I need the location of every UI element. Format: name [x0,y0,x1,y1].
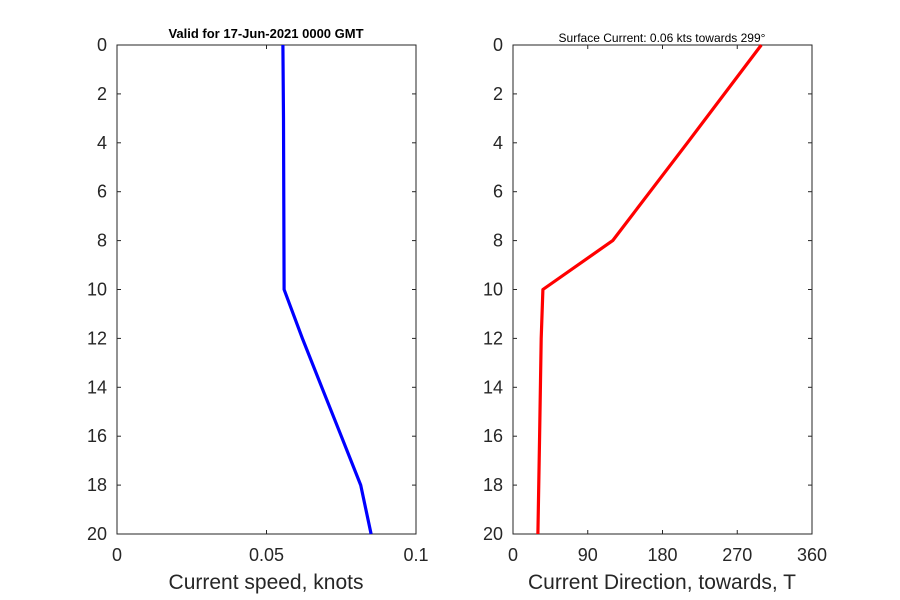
speed-y-tick-label: 14 [87,377,107,397]
direction-y-tick-label: 6 [493,182,503,202]
speed-y-tick-label: 18 [87,475,107,495]
direction-y-tick-label: 0 [493,35,503,55]
direction-x-tick-label: 180 [647,545,677,565]
direction-y-tick-label: 8 [493,231,503,251]
direction-x-tick-label: 90 [578,545,598,565]
direction-y-tick-label: 18 [483,475,503,495]
direction-y-tick-label: 14 [483,377,503,397]
speed-y-tick-label: 10 [87,280,107,300]
speed-plot-frame [116,44,417,535]
direction-y-tick-label: 2 [493,84,503,104]
direction-y-tick-label: 10 [483,280,503,300]
speed-chart-title: Valid for 17-Jun-2021 0000 GMT [168,26,363,41]
speed-y-tick-label: 4 [97,133,107,153]
speed-series-line [281,44,373,535]
direction-series-group [536,44,763,535]
direction-series-line [536,44,763,535]
direction-panel: Surface Current: 0.06 kts towards 299° C… [483,31,827,594]
direction-x-tick-label: 270 [722,545,752,565]
direction-chart-title: Surface Current: 0.06 kts towards 299° [559,31,766,45]
speed-y-tick-label: 8 [97,231,107,251]
speed-x-tick-label: 0.05 [249,545,284,565]
speed-series-group [281,44,373,535]
direction-y-tick-label: 4 [493,133,503,153]
direction-x-tick-label: 0 [508,545,518,565]
direction-plot-frame [512,44,813,535]
speed-x-tick-label: 0.1 [403,545,428,565]
speed-y-tick-label: 20 [87,524,107,544]
speed-y-tick-label: 2 [97,84,107,104]
speed-x-axis-label: Current speed, knots [169,571,364,594]
direction-y-tick-label: 12 [483,328,503,348]
speed-y-tick-label: 6 [97,182,107,202]
direction-y-tick-label: 16 [483,426,503,446]
speed-y-tick-label: 16 [87,426,107,446]
direction-x-tick-label: 360 [797,545,827,565]
speed-x-tick-label: 0 [112,545,122,565]
speed-y-tick-label: 12 [87,328,107,348]
direction-y-tick-label: 20 [483,524,503,544]
speed-panel: Valid for 17-Jun-2021 0000 GMT Current s… [87,26,429,594]
speed-y-tick-label: 0 [97,35,107,55]
direction-x-axis-label: Current Direction, towards, T [528,571,796,594]
